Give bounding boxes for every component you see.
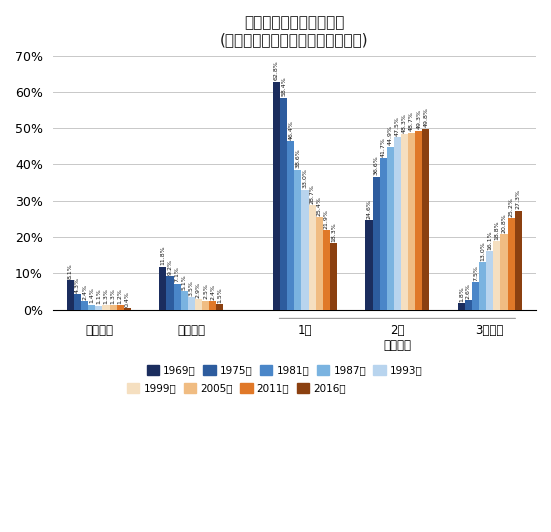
Text: 7.1%: 7.1% [175, 267, 180, 282]
Bar [316, 218, 323, 310]
Text: 16.1%: 16.1% [487, 230, 492, 250]
Text: 1.3%: 1.3% [111, 288, 116, 303]
Text: 58.4%: 58.4% [281, 77, 286, 96]
Text: 18.8%: 18.8% [494, 220, 499, 240]
Bar [273, 81, 280, 310]
Bar [88, 305, 95, 310]
Bar [422, 129, 429, 310]
Bar [472, 282, 479, 310]
Bar [507, 218, 515, 310]
Text: 25.2%: 25.2% [509, 197, 514, 217]
Text: 20.8%: 20.8% [501, 213, 506, 232]
Bar [216, 304, 223, 310]
Bar [500, 234, 507, 310]
Bar [188, 297, 195, 310]
Bar [110, 305, 117, 310]
Bar [174, 284, 181, 310]
Text: 13.0%: 13.0% [480, 242, 485, 261]
Text: 5.1%: 5.1% [182, 274, 187, 290]
Text: 1.5%: 1.5% [217, 287, 222, 303]
Text: 0.4%: 0.4% [125, 291, 130, 307]
Text: 38.6%: 38.6% [295, 148, 300, 168]
Text: 48.7%: 48.7% [409, 112, 414, 131]
Text: 4.3%: 4.3% [75, 277, 80, 293]
Bar [493, 242, 500, 310]
Bar [401, 134, 408, 310]
Text: 21.9%: 21.9% [324, 209, 329, 229]
Text: 49.3%: 49.3% [416, 109, 421, 129]
Text: 36.6%: 36.6% [374, 155, 379, 176]
Text: 25.4%: 25.4% [317, 196, 322, 216]
Bar [515, 211, 522, 310]
Legend: 1999年, 2005年, 2011年, 2016年: 1999年, 2005年, 2011年, 2016年 [127, 383, 346, 394]
Text: 1.2%: 1.2% [118, 288, 123, 304]
Text: 1.8%: 1.8% [459, 286, 464, 302]
Title: 歯ブラシの使用状況推移
(毎日磨くが回数不詳、不詳は省略): 歯ブラシの使用状況推移 (毎日磨くが回数不詳、不詳は省略) [220, 15, 369, 47]
Text: 毎日磨く: 毎日磨く [383, 339, 412, 352]
Text: 2回: 2回 [390, 324, 404, 337]
Text: 28.7%: 28.7% [310, 184, 315, 204]
Text: 1回: 1回 [298, 324, 312, 337]
Text: 44.9%: 44.9% [388, 125, 393, 145]
Text: 1.1%: 1.1% [96, 288, 101, 304]
Bar [202, 301, 209, 310]
Text: 33.0%: 33.0% [302, 169, 307, 188]
Text: 41.7%: 41.7% [381, 137, 386, 157]
Bar [486, 251, 493, 310]
Bar [81, 301, 88, 310]
Text: 2.4%: 2.4% [82, 284, 87, 300]
Text: 62.8%: 62.8% [274, 61, 279, 80]
Bar [195, 299, 202, 310]
Bar [365, 220, 372, 310]
Text: 9.2%: 9.2% [168, 259, 172, 275]
Bar [280, 98, 287, 310]
Text: 49.8%: 49.8% [423, 107, 428, 127]
Bar [309, 205, 316, 310]
Text: 磨かない: 磨かない [85, 324, 113, 337]
Bar [67, 280, 74, 310]
Text: 2.9%: 2.9% [196, 281, 201, 298]
Bar [166, 276, 174, 310]
Text: 11.8%: 11.8% [160, 246, 165, 265]
Bar [159, 267, 166, 310]
Bar [294, 170, 301, 310]
Text: 47.5%: 47.5% [395, 116, 400, 136]
Bar [479, 262, 486, 310]
Text: 18.3%: 18.3% [331, 222, 336, 242]
Bar [287, 141, 294, 310]
Text: 1.4%: 1.4% [89, 287, 94, 303]
Text: 8.1%: 8.1% [68, 263, 73, 279]
Bar [458, 303, 465, 310]
Text: 3.5%: 3.5% [189, 280, 194, 295]
Text: 時々磨く: 時々磨く [177, 324, 206, 337]
Bar [380, 158, 387, 310]
Text: 46.4%: 46.4% [288, 120, 293, 140]
Bar [323, 230, 330, 310]
Bar [95, 306, 102, 310]
Text: 2.6%: 2.6% [466, 283, 471, 299]
Bar [394, 137, 401, 310]
Text: 2.5%: 2.5% [203, 283, 208, 299]
Bar [372, 177, 380, 310]
Bar [102, 305, 110, 310]
Text: 1.3%: 1.3% [104, 288, 109, 303]
Bar [415, 131, 422, 310]
Text: 48.3%: 48.3% [402, 113, 407, 133]
Text: 7.5%: 7.5% [473, 265, 478, 281]
Text: 27.3%: 27.3% [516, 189, 521, 209]
Bar [117, 305, 124, 310]
Bar [181, 291, 188, 310]
Bar [209, 301, 216, 310]
Bar [465, 300, 472, 310]
Text: 24.6%: 24.6% [366, 199, 371, 219]
Bar [124, 308, 131, 310]
Text: 3回以上: 3回以上 [476, 324, 504, 337]
Bar [301, 190, 309, 310]
Bar [74, 294, 81, 310]
Text: 2.4%: 2.4% [210, 284, 215, 300]
Bar [387, 147, 394, 310]
Bar [330, 243, 337, 310]
Bar [408, 133, 415, 310]
